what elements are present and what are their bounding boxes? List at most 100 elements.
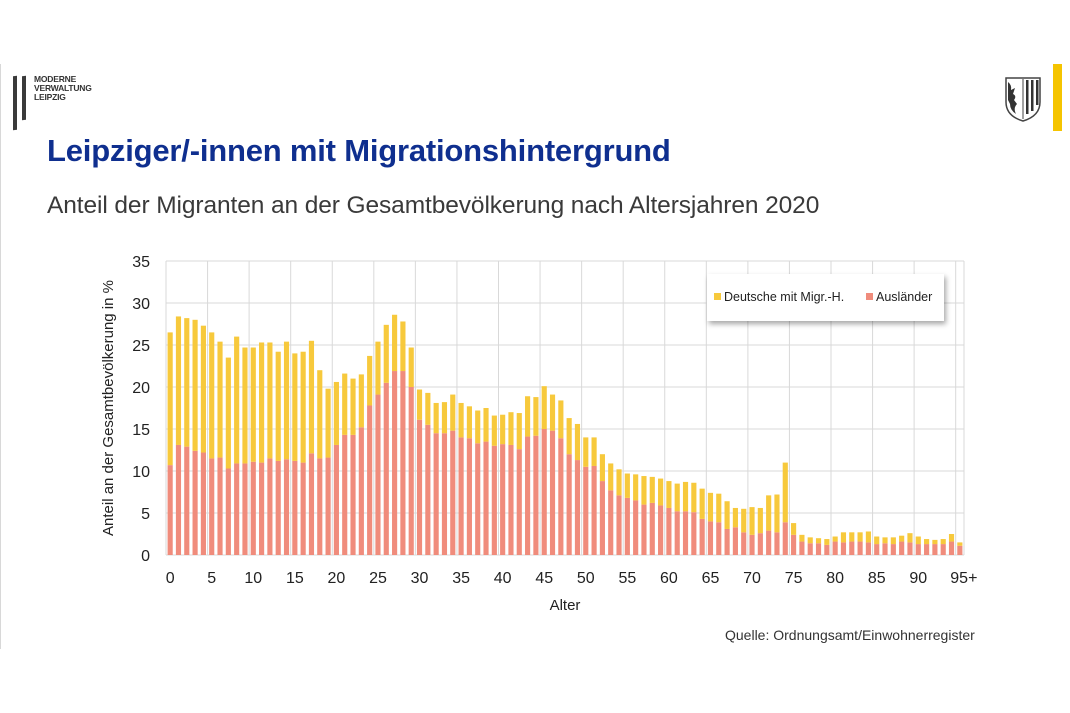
bar-auslaender-86 [882,543,888,555]
bar-auslaender-87 [890,544,896,555]
bar-auslaender-10 [250,461,256,555]
bar-auslaender-50 [583,466,589,555]
bar-auslaender-49 [574,460,581,555]
legend-swatch-deutsche [714,293,721,300]
legend-swatch-auslaender [866,293,873,300]
bar-auslaender-83 [857,541,863,555]
bar-deutsche-82 [849,532,855,542]
bar-deutsche-19 [325,388,331,458]
bar-deutsche-61 [674,483,680,512]
bar-auslaender-63 [691,512,697,555]
bar-deutsche-48 [566,418,572,455]
bar-auslaender-22 [350,434,356,555]
bar-deutsche-90 [915,536,921,545]
bar-deutsche-50 [583,437,589,467]
bar-deutsche-17 [308,340,315,454]
bar-deutsche-81 [840,532,847,543]
bar-auslaender-74 [782,522,788,555]
x-tick-label: 60 [660,570,678,587]
bar-auslaender-19 [325,457,331,555]
bar-auslaender-12 [267,458,273,555]
bar-auslaender-25 [375,394,381,555]
bar-auslaender-44 [533,435,539,555]
bar-deutsche-56 [633,474,639,501]
bar-deutsche-45 [541,386,547,429]
bar-deutsche-38 [483,408,489,442]
bar-auslaender-72 [766,530,772,555]
bar-deutsche-71 [757,507,763,534]
bar-auslaender-15 [292,460,298,555]
bar-deutsche-87 [890,537,896,545]
bar-deutsche-29 [408,347,414,387]
bar-auslaender-62 [682,511,689,555]
bar-auslaender-13 [275,460,281,555]
logo-line-2: VERWALTUNG [34,83,92,93]
bar-deutsche-30 [416,389,423,420]
bar-deutsche-1 [175,316,182,445]
bar-auslaender-4 [200,452,206,555]
bar-deutsche-16 [300,351,306,463]
bar-deutsche-77 [807,537,813,544]
bar-auslaender-70 [749,534,755,555]
y-tick-label: 30 [132,296,150,313]
legend-item-deutsche: Deutsche mit Migr.-H. [714,290,844,304]
bar-deutsche-2 [184,318,190,447]
moderne-verwaltung-logo: MODERNE VERWALTUNG LEIPZIG [10,72,130,132]
bar-deutsche-26 [383,324,389,383]
bar-auslaender-27 [392,371,398,555]
bar-auslaender-31 [425,424,431,555]
legend-label-auslaender: Ausländer [876,290,933,304]
bar-deutsche-6 [217,341,223,458]
bar-auslaender-51 [591,465,597,555]
bar-deutsche-51 [591,437,597,466]
bar-deutsche-76 [799,534,805,542]
bar-deutsche-85 [874,536,880,545]
bar-deutsche-89 [907,533,913,543]
bar-auslaender-78 [815,543,822,555]
y-tick-label: 20 [132,380,150,397]
bar-deutsche-53 [608,463,614,491]
bar-deutsche-31 [425,392,431,425]
bar-deutsche-88 [899,535,905,542]
source-note: Quelle: Ordnungsamt/Einwohnerregister [725,627,975,643]
bar-auslaender-33 [441,433,448,555]
bar-auslaender-11 [259,462,265,555]
bar-deutsche-14 [283,341,290,460]
bar-deutsche-72 [766,495,772,531]
x-tick-label: 10 [244,570,262,587]
y-tick-label: 15 [132,422,150,439]
bar-auslaender-28 [400,371,406,555]
bar-deutsche-41 [508,412,514,445]
bar-auslaender-36 [466,438,472,555]
bar-auslaender-85 [874,544,880,555]
bar-auslaender-69 [741,532,747,555]
x-tick-label: 5 [207,570,216,587]
legend-item-auslaender: Ausländer [866,290,932,304]
bar-auslaender-64 [699,518,705,555]
x-tick-label: 55 [618,570,636,587]
bar-deutsche-8 [234,336,240,464]
y-tick-label: 10 [132,464,150,481]
bar-deutsche-47 [558,400,564,439]
leipzig-coat-of-arms-icon [1005,77,1041,122]
bar-auslaender-16 [300,462,306,555]
bar-auslaender-59 [658,505,664,555]
bar-deutsche-13 [275,351,281,461]
bar-deutsche-3 [192,319,198,451]
bar-auslaender-66 [716,522,722,555]
bar-auslaender-55 [624,497,630,555]
bar-auslaender-92 [932,544,938,555]
bar-deutsche-44 [533,397,539,436]
bar-auslaender-14 [283,459,290,555]
bar-deutsche-92 [932,539,938,545]
bar-deutsche-65 [707,492,714,522]
bar-deutsche-25 [375,341,381,395]
bar-deutsche-70 [749,507,755,535]
bar-auslaender-93 [940,544,946,555]
x-axis-label: Alter [550,597,581,614]
x-tick-label: 0 [166,570,175,587]
x-tick-label: 50 [577,570,595,587]
bar-auslaender-6 [217,457,223,555]
page-title: Leipziger/-innen mit Migrationshintergru… [47,133,671,168]
